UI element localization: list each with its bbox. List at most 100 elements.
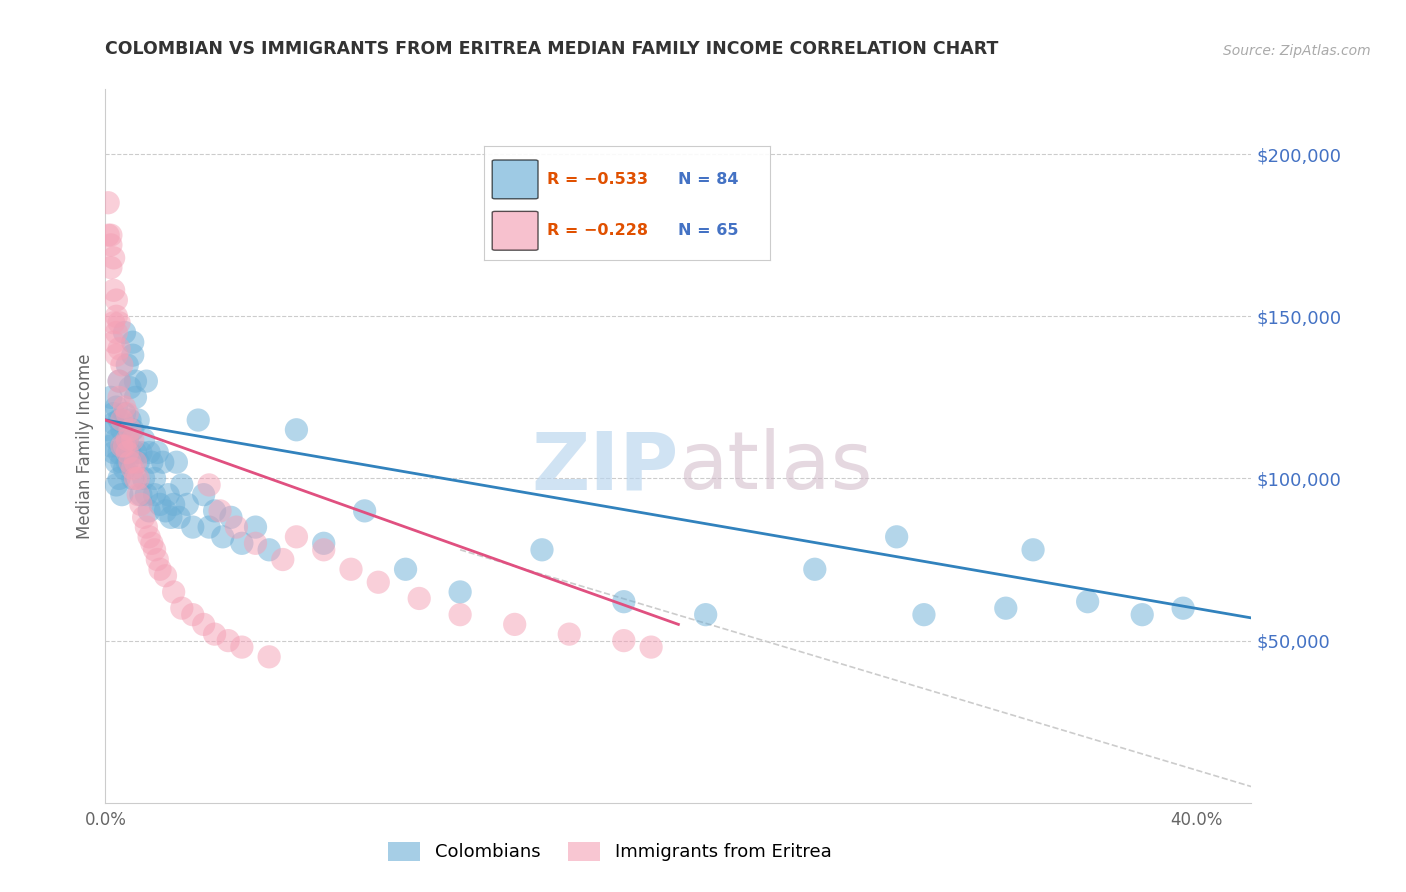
Point [105, 326, 128, 340]
Text: atlas: atlas [678, 428, 873, 507]
Text: COLOMBIAN VS IMMIGRANTS FROM ERITREA MEDIAN FAMILY INCOME CORRELATION CHART: COLOMBIAN VS IMMIGRANTS FROM ERITREA MED… [105, 40, 998, 58]
Point [124, 390, 146, 404]
Point [111, 488, 134, 502]
Point [231, 536, 253, 550]
Point [114, 400, 136, 414]
Point [117, 445, 139, 459]
Point [245, 520, 267, 534]
Point [108, 316, 131, 330]
Point [108, 445, 131, 459]
Point [149, 497, 172, 511]
Point [558, 627, 581, 641]
Point [117, 433, 139, 447]
Point [245, 536, 267, 550]
Point [103, 407, 125, 421]
Y-axis label: Median Family Income: Median Family Income [76, 353, 94, 539]
Point [127, 471, 149, 485]
Point [312, 542, 335, 557]
Point [124, 374, 146, 388]
Point [97, 195, 120, 210]
Point [105, 478, 128, 492]
Point [100, 228, 122, 243]
Point [105, 310, 128, 324]
Point [111, 439, 134, 453]
Point [97, 423, 120, 437]
Point [170, 478, 193, 492]
Point [149, 562, 172, 576]
Point [449, 585, 471, 599]
Point [114, 407, 136, 421]
Point [97, 228, 120, 243]
Point [132, 433, 155, 447]
Point [340, 562, 363, 576]
Point [211, 530, 233, 544]
Point [312, 536, 335, 550]
Point [160, 510, 183, 524]
Point [143, 488, 166, 502]
Point [503, 617, 526, 632]
Point [118, 445, 141, 459]
Point [108, 471, 131, 485]
Point [141, 455, 163, 469]
Point [108, 390, 131, 404]
Point [257, 542, 280, 557]
Point [138, 530, 160, 544]
Point [449, 607, 471, 622]
Point [198, 478, 221, 492]
Point [193, 617, 215, 632]
Point [1130, 607, 1153, 622]
Point [804, 562, 827, 576]
Point [118, 423, 141, 437]
Point [108, 374, 131, 388]
Point [353, 504, 375, 518]
Point [994, 601, 1017, 615]
Point [118, 381, 141, 395]
Point [143, 471, 166, 485]
Point [231, 640, 253, 654]
Point [155, 504, 177, 518]
Point [613, 595, 636, 609]
Point [271, 552, 294, 566]
Point [127, 413, 149, 427]
Point [613, 633, 636, 648]
Point [111, 413, 134, 427]
Point [124, 471, 146, 485]
Point [100, 439, 122, 453]
Point [204, 504, 226, 518]
Point [121, 348, 143, 362]
Point [285, 530, 308, 544]
Point [143, 542, 166, 557]
Point [132, 510, 155, 524]
Point [163, 585, 186, 599]
Point [208, 504, 231, 518]
Point [114, 439, 136, 453]
Point [181, 607, 204, 622]
Text: Source: ZipAtlas.com: Source: ZipAtlas.com [1223, 44, 1371, 58]
Point [225, 520, 247, 534]
Point [105, 400, 128, 414]
Point [146, 552, 169, 566]
Point [100, 390, 122, 404]
Point [198, 520, 221, 534]
Point [163, 497, 186, 511]
Point [1022, 542, 1045, 557]
Point [103, 283, 125, 297]
Point [135, 374, 157, 388]
Point [257, 649, 280, 664]
Point [367, 575, 389, 590]
Point [124, 445, 146, 459]
Point [103, 417, 125, 431]
Point [103, 251, 125, 265]
Point [127, 488, 149, 502]
Point [138, 445, 160, 459]
Point [129, 488, 152, 502]
Point [285, 423, 308, 437]
Point [135, 520, 157, 534]
Point [129, 497, 152, 511]
Point [114, 461, 136, 475]
Point [108, 374, 131, 388]
Point [108, 342, 131, 356]
Point [181, 520, 204, 534]
Point [121, 423, 143, 437]
Point [141, 536, 163, 550]
